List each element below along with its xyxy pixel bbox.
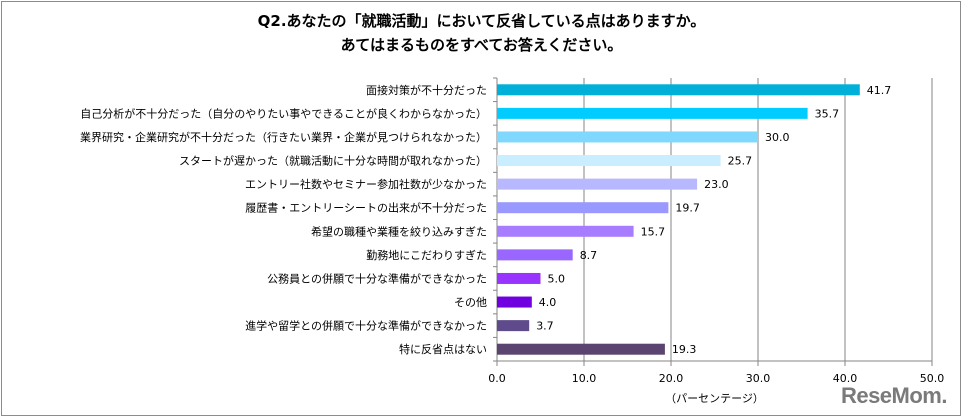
- category-label: その他: [454, 296, 487, 309]
- category-label: 公務員との併願で十分な準備ができなかった: [267, 271, 487, 285]
- data-label: 3.7: [536, 320, 554, 333]
- bar: [497, 343, 665, 355]
- x-tick-label: 50.0: [920, 372, 945, 385]
- bar: [497, 84, 860, 96]
- data-label: 25.7: [728, 155, 753, 168]
- data-label: 30.0: [765, 131, 790, 144]
- chart-title-line1: Q2.あなたの「就職活動」において反省している点はありますか。: [257, 12, 706, 30]
- bar: [497, 272, 541, 284]
- bar: [497, 202, 669, 214]
- data-label: 23.0: [704, 178, 729, 191]
- category-label: 自己分析が不十分だった（自分のやりたい事やできることが良くわからなかった）: [80, 106, 487, 120]
- bar: [497, 155, 721, 167]
- data-label: 8.7: [580, 249, 598, 262]
- x-tick-label: 10.0: [572, 372, 597, 385]
- data-label: 19.7: [675, 202, 700, 215]
- category-label: 業界研究・企業研究が不十分だった（行きたい業界・企業が見つけられなかった）: [80, 130, 487, 144]
- bar: [497, 107, 808, 119]
- bar: [497, 296, 532, 308]
- x-tick-label: 20.0: [659, 372, 684, 385]
- x-tick-label: 40.0: [833, 372, 858, 385]
- category-label: 履歴書・エントリーシートの出来が不十分だった: [245, 201, 487, 215]
- category-label: 勤務地にこだわりすぎた: [366, 248, 487, 262]
- bar: [497, 225, 634, 237]
- x-axis-title: （パーセンテージ）: [665, 392, 764, 405]
- data-label: 5.0: [548, 272, 566, 285]
- x-tick-label: 0.0: [488, 372, 506, 385]
- x-tick-label: 30.0: [746, 372, 771, 385]
- category-label: 面接対策が不十分だった: [366, 83, 487, 97]
- data-label: 19.3: [672, 343, 697, 356]
- bar: [497, 131, 758, 143]
- category-label: エントリー社数やセミナー参加社数が少なかった: [245, 177, 487, 191]
- category-label: 希望の職種や業種を絞り込みすぎた: [311, 224, 487, 238]
- category-label: スタートが遅かった（就職活動に十分な時間が取れなかった）: [179, 154, 487, 168]
- category-label: 特に反省点はない: [399, 342, 487, 356]
- data-label: 15.7: [641, 225, 666, 238]
- data-label: 35.7: [815, 107, 840, 120]
- data-label: 41.7: [867, 84, 892, 97]
- bar: [497, 178, 698, 190]
- resemom-logo: ReseMom.: [840, 383, 948, 408]
- bar: [497, 249, 573, 261]
- category-label: 進学や留学との併願で十分な準備ができなかった: [245, 319, 487, 333]
- bar: [497, 320, 530, 332]
- data-label: 4.0: [539, 296, 557, 309]
- chart-title-line2: あてはまるものをすべてお答えください。: [340, 36, 623, 54]
